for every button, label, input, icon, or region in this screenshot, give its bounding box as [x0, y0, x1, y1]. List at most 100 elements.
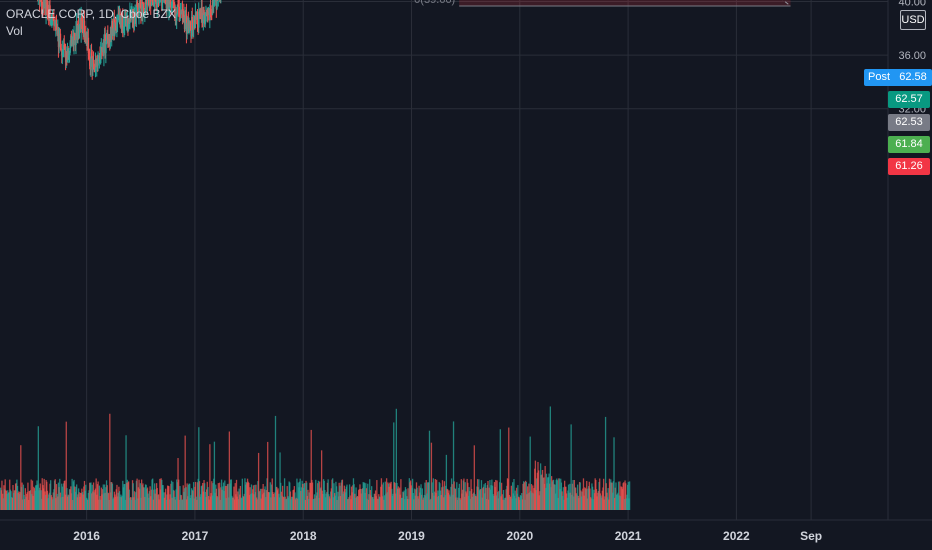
- candle-body: [92, 61, 94, 71]
- x-tick-label: Sep: [800, 529, 822, 543]
- candle-body: [153, 0, 156, 4]
- candle-body: [123, 26, 125, 28]
- candle-body: [125, 12, 127, 25]
- candle-body: [186, 23, 188, 34]
- volume-bar: [132, 483, 134, 510]
- candle-body: [167, 0, 170, 11]
- candle-body: [196, 11, 199, 25]
- volume-bar: [241, 478, 244, 510]
- candle-body: [158, 0, 160, 3]
- candle-body: [83, 20, 86, 38]
- volume-bar: [445, 454, 448, 510]
- candle-body: [64, 47, 66, 50]
- volume-bar: [591, 486, 594, 510]
- chart-header: ORACLE CORP, 1D, Cboe BZX Vol: [6, 6, 176, 40]
- candle-body: [60, 48, 62, 52]
- candle-body: [155, 0, 157, 2]
- volume-bar: [376, 480, 378, 510]
- candle-body: [156, 0, 158, 8]
- candle-body: [161, 0, 164, 10]
- volume-bar: [228, 431, 231, 510]
- candle-body: [95, 59, 97, 68]
- candle-body: [124, 17, 126, 27]
- candle-body: [93, 63, 95, 70]
- candle-body: [90, 52, 92, 67]
- candle-body: [198, 11, 200, 28]
- candle-body: [68, 52, 71, 56]
- candle-body: [179, 17, 181, 21]
- candle-body: [192, 22, 195, 30]
- volume-bar: [458, 483, 461, 510]
- candle-body: [154, 0, 157, 1]
- volume-bar: [21, 482, 23, 510]
- candle-body: [43, 4, 45, 7]
- volume-bar: [189, 483, 191, 510]
- candle-body: [75, 29, 77, 46]
- post-value: 62.58: [899, 71, 927, 83]
- candle-body: [53, 18, 55, 26]
- symbol-title[interactable]: ORACLE CORP, 1D, Cboe BZX: [6, 7, 176, 21]
- volume-bar: [269, 482, 271, 510]
- volume-bar: [95, 478, 97, 510]
- candle-body: [176, 5, 179, 15]
- price-tag[interactable]: 61.26: [888, 158, 930, 175]
- volume-bar: [109, 413, 111, 510]
- volume-bar: [499, 429, 501, 510]
- volume-bar: [346, 484, 348, 510]
- x-tick-label: 2018: [290, 529, 317, 543]
- candle-body: [166, 2, 168, 8]
- x-tick-label: 2020: [506, 529, 533, 543]
- candle-body: [81, 20, 84, 26]
- candle-body: [122, 26, 125, 29]
- volume-bar: [218, 482, 221, 510]
- volume-bar: [335, 486, 338, 510]
- volume-bar: [185, 487, 187, 510]
- candle-body: [178, 5, 180, 7]
- price-tag[interactable]: 62.57: [888, 91, 930, 108]
- price-tag[interactable]: 62.53: [888, 114, 930, 131]
- volume-bar: [124, 484, 126, 510]
- volume-bar: [619, 481, 621, 510]
- currency-badge[interactable]: USD: [900, 10, 926, 30]
- candle-body: [188, 25, 190, 29]
- volume-bar: [495, 479, 497, 510]
- volume-bar: [613, 437, 615, 510]
- candle-body: [40, 0, 43, 5]
- volume-bar: [310, 429, 312, 510]
- volume-bar: [456, 482, 458, 510]
- candle-body: [50, 17, 53, 24]
- post-price-tag[interactable]: Post 62.58: [864, 69, 932, 86]
- candle-body: [209, 8, 212, 10]
- volume-bar: [97, 481, 99, 510]
- volume-bar: [139, 483, 141, 510]
- candle-body: [216, 0, 218, 9]
- candle-body: [97, 59, 99, 66]
- candle-body: [118, 13, 120, 15]
- candle-body: [92, 61, 95, 64]
- volume-bar: [304, 483, 306, 510]
- candle-body: [116, 20, 119, 23]
- candle-body: [201, 7, 203, 20]
- volume-bar: [198, 427, 200, 510]
- candle-body: [90, 52, 93, 57]
- volume-bar: [178, 479, 180, 510]
- candle-body: [58, 37, 60, 47]
- candle-body: [137, 5, 139, 13]
- volume-label[interactable]: Vol: [6, 24, 23, 38]
- volume-bar: [296, 478, 298, 510]
- x-tick-label: 2016: [73, 529, 100, 543]
- candle-body: [169, 0, 171, 5]
- volume-bar: [529, 436, 531, 510]
- volume-bar: [395, 408, 398, 510]
- candle-body: [179, 10, 182, 18]
- volume-bar: [382, 482, 385, 510]
- candle-body: [176, 14, 178, 21]
- candle-body: [146, 0, 149, 6]
- volume-bar: [213, 441, 216, 510]
- candle-body: [68, 55, 70, 58]
- candle-body: [143, 8, 145, 13]
- volume-bar: [233, 486, 235, 510]
- price-tag[interactable]: 61.84: [888, 136, 930, 153]
